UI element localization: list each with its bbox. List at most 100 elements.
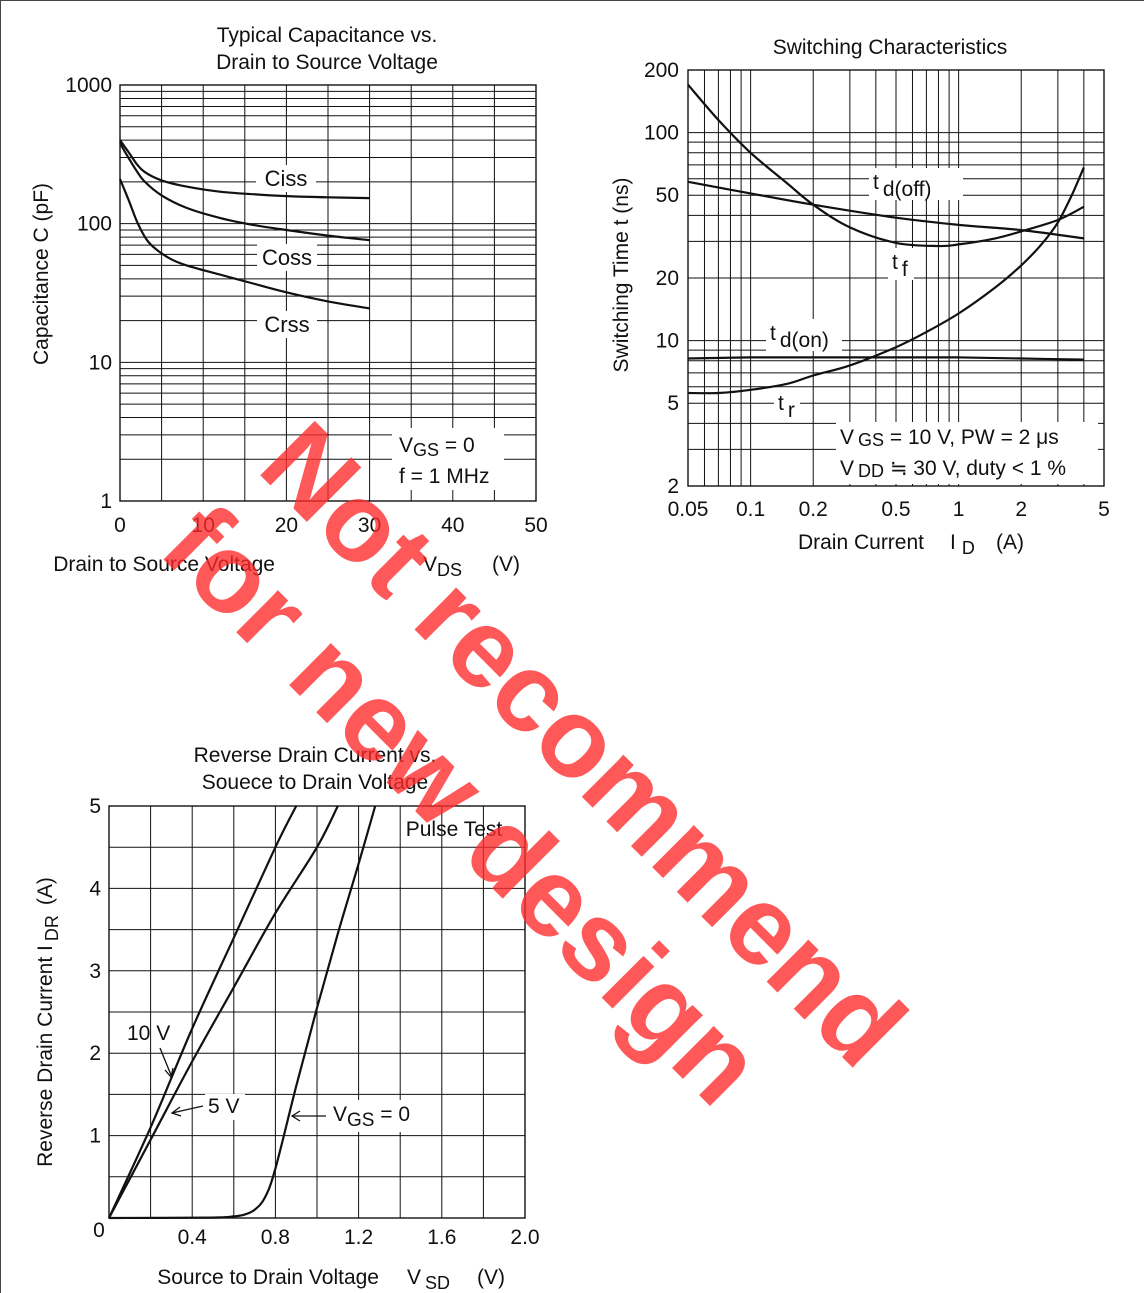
switching-label-doff-bg — [869, 168, 963, 200]
switching-x-tick: 0.05 — [668, 498, 709, 521]
switching-x-tick: 0.5 — [881, 498, 910, 521]
switching-y-tick: 10 — [656, 330, 679, 353]
switching-y-tick: 200 — [644, 59, 679, 82]
capacitance-curves — [118, 139, 370, 310]
reverse-drain-y-tick: 4 — [89, 877, 101, 900]
switching-series-labels: t d(off) t f t d(on) t r — [766, 168, 963, 422]
switching-y-axis-label: Switching Time t (ns) — [610, 178, 633, 373]
reverse-drain-y-axis-label: Reverse Drain Current IDR(A) — [34, 877, 62, 1167]
switching-x-label-text: Drain Current — [798, 531, 924, 554]
switching-x-tick: 2 — [1015, 498, 1027, 521]
reverse-drain-x-label-unit: (V) — [477, 1266, 505, 1289]
reverse-drain-tick-labels: 0 0.4 0.8 1.2 1.6 2.0 1 2 3 4 5 — [89, 795, 539, 1249]
reverse-drain-title-line1: Reverse Drain Current vs. — [194, 744, 437, 767]
reverse-drain-label-vgs0: VGS = 0 — [333, 1103, 410, 1131]
reverse-drain-label-10v: 10 V — [127, 1022, 170, 1045]
capacitance-label-crss-bg — [257, 311, 317, 338]
capacitance-curve-coss — [119, 142, 370, 242]
capacitance-x-tick: 50 — [524, 514, 547, 537]
switching-curve-r — [687, 167, 1085, 395]
capacitance-x-tick: 0 — [114, 514, 126, 537]
reverse-drain-y-tick: 1 — [89, 1125, 101, 1148]
switching-x-tick: 5 — [1098, 498, 1110, 521]
reverse-drain-x-tick: 2.0 — [510, 1226, 539, 1249]
reverse-drain-curve-1 — [108, 805, 339, 1219]
capacitance-y-axis-label: Capacitance C (pF) — [30, 183, 53, 365]
switching-curve-don — [687, 356, 1084, 361]
switching-conditions-bg — [836, 422, 1098, 484]
capacitance-label-coss: Coss — [262, 245, 312, 270]
reverse-drain-chart: Reverse Drain Current vs. Souece to Drai… — [34, 744, 540, 1293]
reverse-drain-series-labels: 10 V 5 V VGS = 0 — [127, 1022, 426, 1132]
switching-label-don: t d(on) — [770, 322, 829, 352]
reverse-drain-x-label-symbol: V SD — [407, 1266, 450, 1293]
reverse-drain-curve-2 — [108, 805, 377, 1220]
reverse-drain-frame — [108, 805, 526, 1219]
reverse-drain-x-axis-label: Source to Drain Voltage V SD (V) — [157, 1266, 505, 1293]
reverse-drain-title-line2: Souece to Drain Voltage — [202, 771, 429, 794]
capacitance-title-line2: Drain to Source Voltage — [216, 51, 438, 74]
switching-y-tick: 100 — [644, 122, 679, 145]
capacitance-conditions-bg — [392, 428, 504, 490]
capacitance-condition-0: VGS = 0 — [399, 434, 475, 460]
reverse-drain-arrow-5v — [170, 1105, 204, 1117]
switching-frame — [687, 69, 1105, 487]
reverse-drain-label-vgs0-bg — [330, 1100, 426, 1132]
switching-curve-f — [687, 83, 1085, 248]
capacitance-x-axis-label: Drain to Source Voltage VDS (V) — [53, 553, 520, 580]
switching-x-tick: 0.2 — [799, 498, 828, 521]
switching-condition-1: V DD ≒ 30 V, duty < 1 % — [840, 457, 1066, 481]
switching-label-f-bg — [888, 248, 914, 280]
capacitance-y-tick: 10 — [89, 351, 112, 374]
capacitance-curve-ciss — [119, 139, 370, 200]
capacitance-title-line1: Typical Capacitance vs. — [217, 24, 438, 47]
reverse-drain-y-tick: 2 — [89, 1042, 101, 1065]
capacitance-series-labels: Ciss Coss Crss — [256, 165, 317, 338]
capacitance-frame — [119, 84, 537, 502]
switching-curves — [687, 83, 1085, 395]
switching-x-label-unit: (A) — [996, 531, 1024, 554]
capacitance-tick-labels: 0 10 20 30 40 50 1 10 100 1000 — [65, 74, 547, 537]
switching-y-tick: 2 — [667, 475, 679, 498]
capacitance-x-tick: 40 — [441, 514, 464, 537]
capacitance-x-tick: 20 — [275, 514, 298, 537]
capacitance-label-ciss: Ciss — [265, 166, 308, 191]
reverse-drain-label-5v-bg — [205, 1094, 245, 1120]
capacitance-x-tick: 10 — [192, 514, 215, 537]
switching-label-r-bg — [774, 389, 800, 421]
switching-title: Switching Characteristics — [773, 36, 1008, 59]
reverse-drain-y-tick: 5 — [89, 795, 101, 818]
switching-x-tick: 1 — [953, 498, 965, 521]
switching-condition-0: V GS = 10 V, PW = 2 μs — [840, 426, 1059, 450]
capacitance-y-tick: 100 — [77, 213, 112, 236]
reverse-drain-x-tick: 0.4 — [178, 1226, 208, 1249]
capacitance-x-tick: 30 — [358, 514, 381, 537]
switching-label-doff: t d(off) — [873, 171, 931, 201]
capacitance-x-label-text: Drain to Source Voltage — [53, 553, 275, 576]
capacitance-y-tick: 1000 — [65, 74, 112, 97]
reverse-drain-label-5v: 5 V — [208, 1095, 240, 1118]
switching-curve-doff — [687, 180, 1084, 240]
capacitance-curve-crss — [118, 178, 370, 310]
reverse-drain-arrow-vgs0 — [290, 1110, 326, 1122]
capacitance-chart: Typical Capacitance vs. Drain to Source … — [30, 24, 548, 580]
capacitance-label-coss-bg — [257, 244, 317, 271]
reverse-drain-y-tick: 3 — [89, 960, 101, 983]
switching-y-tick: 5 — [667, 392, 679, 415]
reverse-drain-arrow-10v — [159, 1047, 174, 1079]
capacitance-condition-1: f = 1 MHz — [399, 465, 489, 488]
reverse-drain-x-tick: 0 — [93, 1219, 105, 1242]
switching-y-tick: 50 — [656, 184, 679, 207]
reverse-drain-curves — [107, 805, 377, 1220]
pulse-test-note: Pulse Test — [406, 818, 503, 841]
reverse-drain-x-tick: 1.6 — [427, 1226, 456, 1249]
reverse-drain-x-tick: 0.8 — [261, 1226, 290, 1249]
capacitance-label-ciss-bg — [256, 165, 316, 192]
switching-label-don-bg — [766, 319, 842, 351]
capacitance-label-crss: Crss — [264, 312, 309, 337]
capacitance-y-tick: 1 — [100, 490, 112, 513]
